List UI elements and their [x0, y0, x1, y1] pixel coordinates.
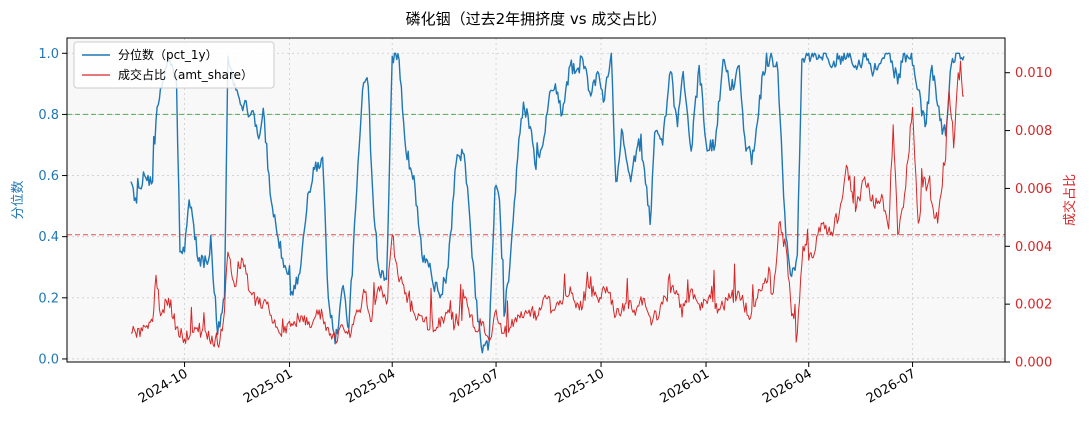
y-right-axis-label: 成交占比 [1062, 174, 1078, 226]
y-right-tick-label: 0.004 [1015, 240, 1052, 255]
y-right-tick-label: 0.010 [1015, 66, 1052, 81]
series-line-amt [130, 60, 965, 348]
series-line-pct [130, 52, 965, 354]
legend-label-amt: 成交占比（amt_share） [118, 67, 253, 82]
legend-label-pct: 分位数（pct_1y） [118, 47, 218, 62]
y-left-tick-label: 0.4 [38, 230, 59, 245]
y-left-tick-label: 0.8 [38, 108, 59, 123]
x-tick-label: 2025-04 [344, 366, 399, 406]
x-tick-label: 2025-01 [241, 366, 296, 406]
y-left-tick-label: 1.0 [38, 47, 59, 62]
x-tick-label: 2025-07 [448, 366, 503, 406]
x-tick-label: 2026-04 [760, 366, 815, 406]
x-tick-label: 2026-07 [864, 366, 919, 406]
plot-frame [66, 37, 1006, 363]
x-tick-label: 2026-01 [657, 366, 712, 406]
y-left-tick-label: 0.2 [38, 291, 59, 306]
y-right-tick-label: 0.008 [1015, 124, 1052, 139]
y-right-tick-label: 0.002 [1015, 298, 1052, 313]
x-tick-label: 2025-10 [552, 366, 607, 406]
y-left-tick-label: 0.0 [38, 352, 59, 367]
y-left-axis-label: 分位数 [11, 180, 26, 219]
legend: 分位数（pct_1y） 成交占比（amt_share） [73, 41, 275, 89]
y-right-tick-label: 0.000 [1015, 356, 1052, 371]
chart-title: 磷化铟（过去2年拥挤度 vs 成交占比） [406, 10, 667, 28]
y-right-tick-label: 0.006 [1015, 182, 1052, 197]
plot-area [67, 38, 1005, 362]
x-tick-label: 2024-10 [136, 366, 191, 406]
y-left-tick-label: 0.6 [38, 169, 59, 184]
legend-box [73, 41, 275, 89]
